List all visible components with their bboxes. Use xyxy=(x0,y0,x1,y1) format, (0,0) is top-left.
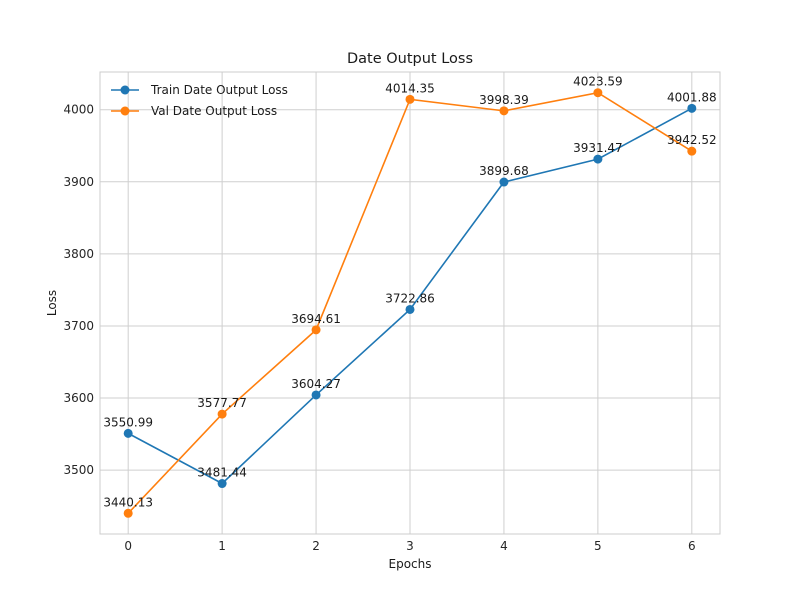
y-tick-label: 3600 xyxy=(63,391,94,405)
data-label: 3550.99 xyxy=(103,415,153,429)
x-tick-label: 4 xyxy=(500,539,508,553)
data-point xyxy=(123,508,133,518)
x-tick-label: 3 xyxy=(406,539,414,553)
x-axis-label: Epochs xyxy=(389,557,432,571)
axis-ticks: 0 1 2 3 4 5 6 3500 3600 3700 3800 3900 4000 xyxy=(63,103,695,553)
data-label: 3440.13 xyxy=(103,495,153,509)
data-label: 3942.52 xyxy=(667,133,717,147)
data-point xyxy=(217,479,227,489)
data-point xyxy=(217,409,227,419)
legend: Train Date Output Loss Val Date Output L… xyxy=(111,83,288,118)
y-axis-label: Loss xyxy=(45,290,59,316)
y-tick-label: 3800 xyxy=(63,247,94,261)
data-labels: 3550.99 3481.44 3604.27 3722.86 3899.68 3931.… xyxy=(103,75,716,510)
legend-label-val: Val Date Output Loss xyxy=(151,104,277,118)
data-point xyxy=(499,177,509,187)
data-label: 4023.59 xyxy=(573,75,623,89)
y-tick-label: 3700 xyxy=(63,319,94,333)
data-label: 3604.27 xyxy=(291,377,341,391)
y-tick-label: 3500 xyxy=(63,463,94,477)
data-point xyxy=(311,325,321,335)
data-point xyxy=(687,103,697,113)
x-tick-label: 1 xyxy=(218,539,226,553)
chart-title: Date Output Loss xyxy=(347,51,473,67)
grid xyxy=(100,72,720,534)
data-label: 3998.39 xyxy=(479,93,529,107)
data-point xyxy=(593,88,603,98)
y-tick-label: 4000 xyxy=(63,103,94,117)
data-label: 3899.68 xyxy=(479,164,529,178)
data-point xyxy=(405,304,415,314)
data-label: 4014.35 xyxy=(385,81,435,95)
data-label: 3481.44 xyxy=(197,466,247,480)
legend-marker-train xyxy=(120,85,130,95)
x-tick-label: 6 xyxy=(688,539,696,553)
data-point xyxy=(405,94,415,104)
plot-frame xyxy=(99,71,721,535)
data-point xyxy=(123,428,133,438)
data-point xyxy=(311,390,321,400)
data-point xyxy=(593,154,603,164)
data-label: 4001.88 xyxy=(667,90,717,104)
data-point xyxy=(687,146,697,156)
data-label: 3931.47 xyxy=(573,141,623,155)
data-label: 3694.61 xyxy=(291,312,341,326)
legend-marker-val xyxy=(120,106,130,116)
x-tick-label: 0 xyxy=(124,539,132,553)
x-tick-label: 5 xyxy=(594,539,602,553)
data-point xyxy=(499,106,509,116)
x-tick-label: 2 xyxy=(312,539,320,553)
y-tick-label: 3900 xyxy=(63,175,94,189)
data-label: 3577.77 xyxy=(197,396,247,410)
data-label: 3722.86 xyxy=(385,291,435,305)
series-lines xyxy=(123,88,697,518)
legend-label-train: Train Date Output Loss xyxy=(150,83,288,97)
